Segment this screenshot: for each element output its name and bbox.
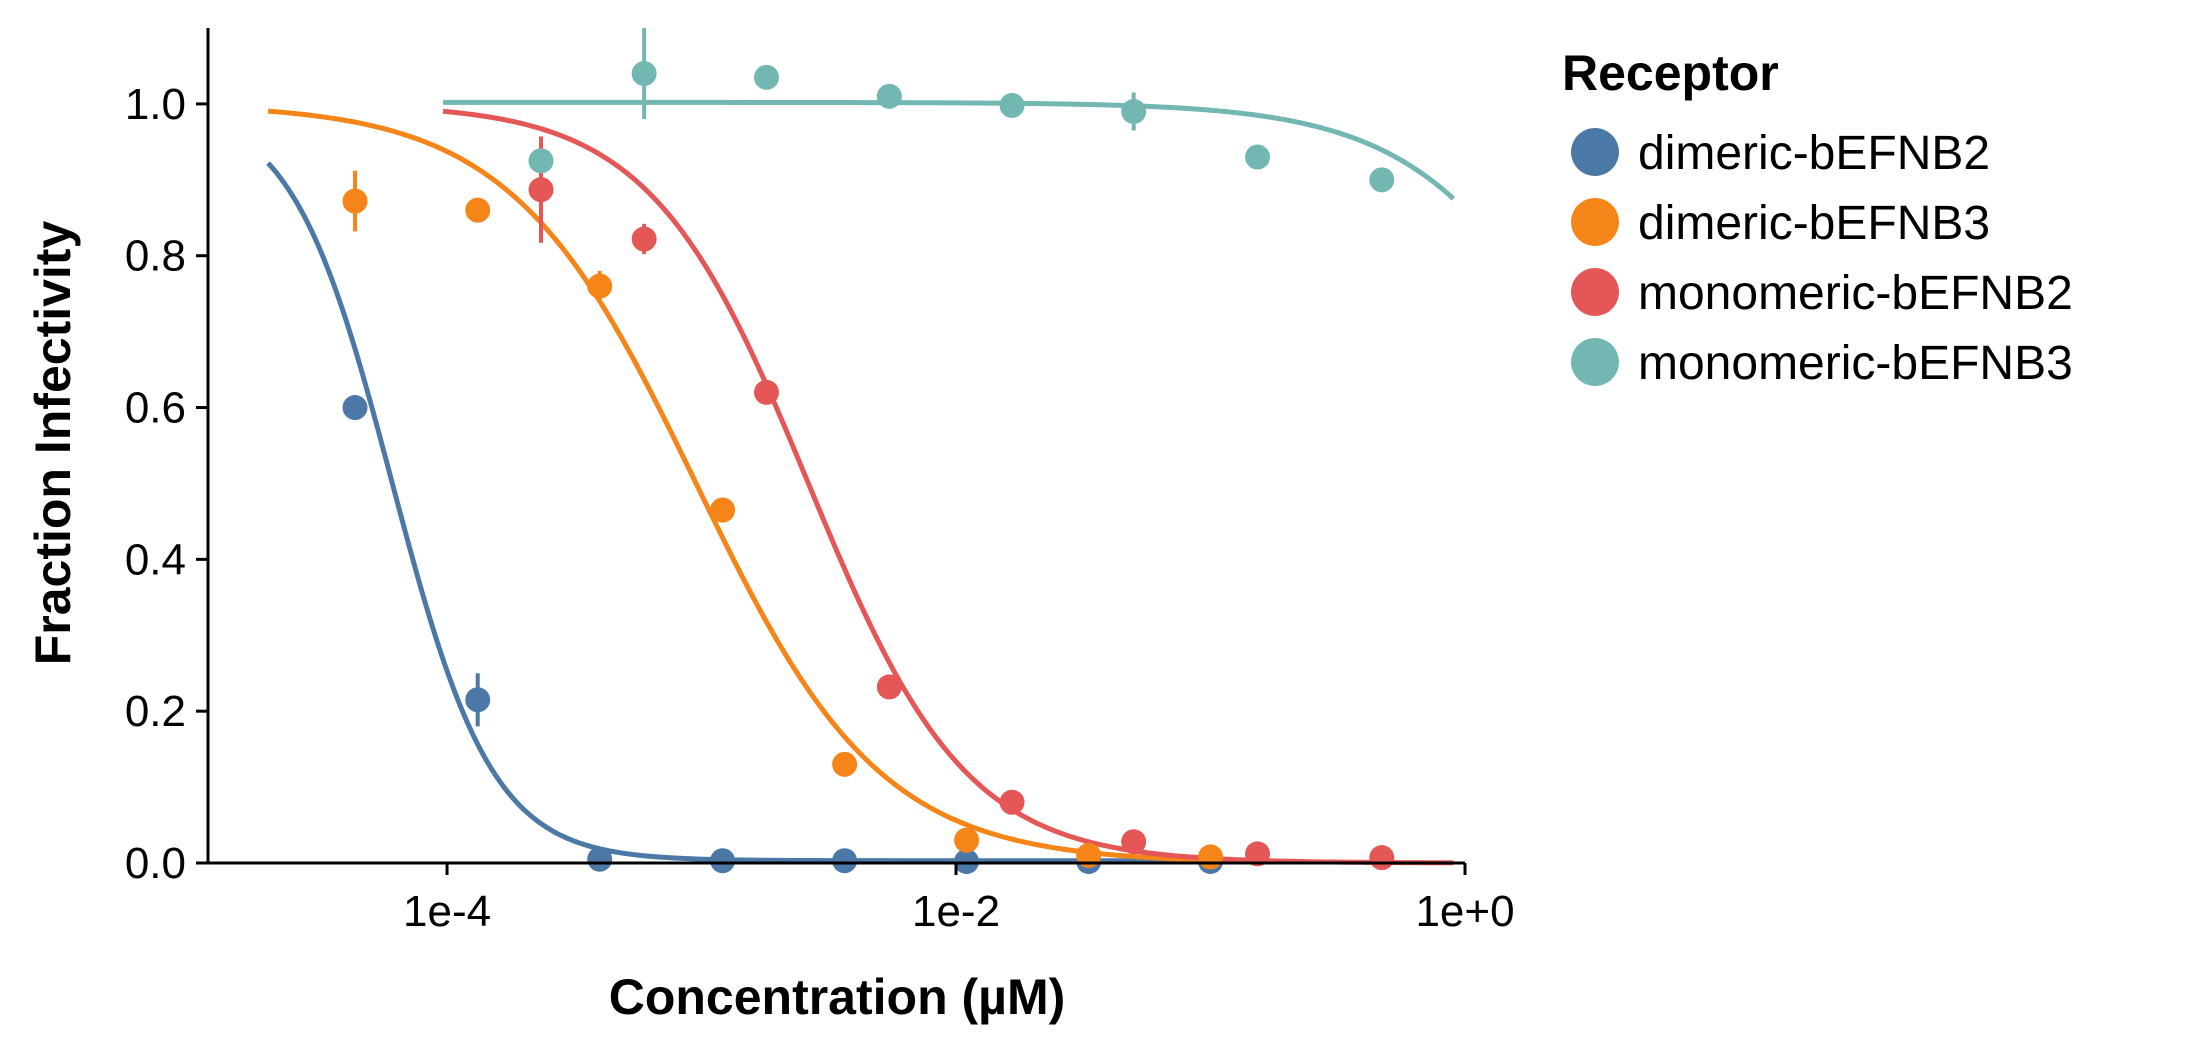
data-point	[528, 148, 554, 174]
x-tick-label: 1e-2	[912, 887, 1000, 936]
data-point	[832, 751, 858, 777]
legend-swatch	[1571, 338, 1619, 386]
x-tick-label: 1e-4	[403, 887, 491, 936]
data-point	[1369, 845, 1395, 871]
data-point	[342, 395, 368, 421]
fit-curve	[267, 108, 1288, 865]
data-point	[1121, 99, 1147, 124]
y-tick-label: 0.4	[125, 535, 186, 584]
data-point	[342, 188, 368, 214]
y-tick-label: 0.6	[125, 384, 186, 433]
data-point	[1121, 829, 1147, 855]
fit-curve	[442, 108, 1454, 866]
legend-swatch	[1571, 128, 1619, 176]
data-point	[1198, 844, 1224, 870]
data-point	[954, 827, 980, 853]
y-tick-label: 0.2	[125, 687, 186, 736]
data-point	[710, 497, 736, 523]
data-point	[999, 92, 1025, 118]
data-point	[832, 848, 858, 874]
data-point	[876, 83, 902, 109]
data-point	[753, 379, 779, 405]
data-point	[631, 61, 657, 87]
legend-label: monomeric-bEFNB2	[1638, 267, 2073, 320]
x-axis-title: Concentration (µM)	[609, 969, 1066, 1025]
x-axis-ticks: 1e-4 1e-2 1e+0	[403, 863, 1515, 936]
fit-curve	[443, 99, 1456, 201]
data-point	[465, 197, 491, 223]
y-tick-label: 0.0	[125, 839, 186, 888]
legend-label: monomeric-bEFNB3	[1638, 337, 2073, 390]
data-point	[999, 789, 1025, 815]
y-axis-ticks: 0.0 0.2 0.4 0.6 0.8 1.0	[125, 80, 208, 888]
fit-curve	[266, 161, 1211, 864]
y-axis-title: Fraction Infectivity	[25, 221, 81, 666]
legend-title: Receptor	[1562, 45, 1779, 101]
legend-swatch	[1571, 268, 1619, 316]
data-points	[342, 61, 1395, 874]
data-point	[587, 273, 613, 299]
y-tick-label: 1.0	[125, 80, 186, 129]
data-point	[465, 687, 491, 713]
y-tick-label: 0.8	[125, 232, 186, 281]
data-point	[1245, 144, 1271, 170]
legend-swatch	[1571, 198, 1619, 246]
fit-curves	[266, 99, 1456, 866]
data-point	[876, 674, 902, 700]
data-point	[1369, 167, 1395, 193]
x-tick-label: 1e+0	[1415, 887, 1514, 936]
data-point	[710, 848, 736, 874]
error-bars	[353, 28, 1136, 727]
data-point	[528, 177, 554, 203]
data-point	[954, 848, 980, 874]
data-point	[631, 226, 657, 252]
legend-label: dimeric-bEFNB3	[1638, 197, 1990, 250]
legend-label: dimeric-bEFNB2	[1638, 127, 1990, 180]
data-point	[1245, 841, 1271, 867]
legend: Receptor dimeric-bEFNB2 dimeric-bEFNB3 mon…	[1562, 45, 2073, 390]
data-point	[753, 64, 779, 90]
data-point	[587, 846, 613, 872]
